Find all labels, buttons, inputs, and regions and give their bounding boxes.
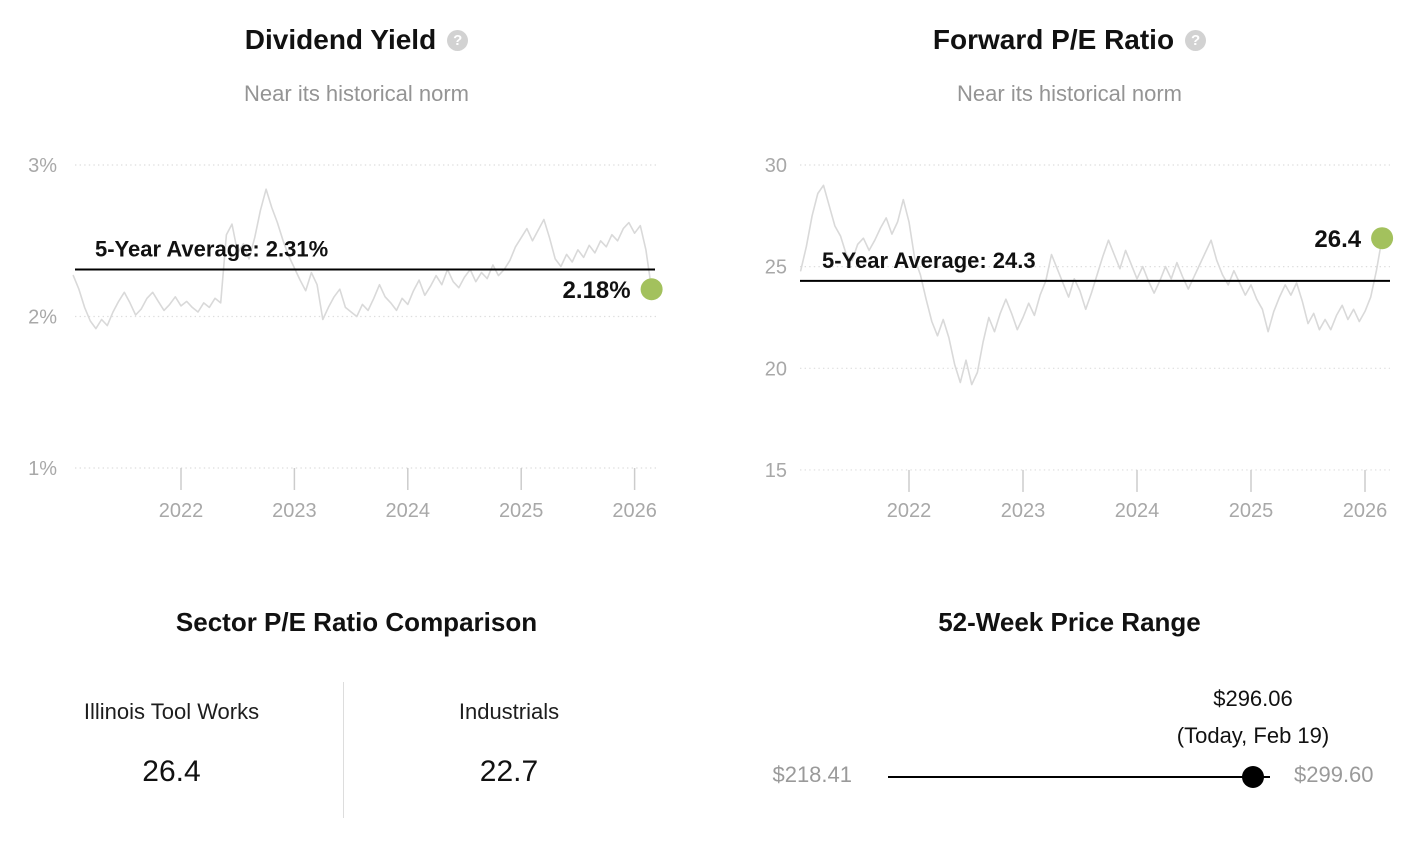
sector-divider <box>343 682 344 818</box>
price-range-panel: 52-Week Price Range $296.06 (Today, Feb … <box>713 560 1426 848</box>
x-tick-label: 2022 <box>159 500 204 522</box>
x-tick-label: 2025 <box>499 500 544 522</box>
help-icon[interactable]: ? <box>1185 29 1207 51</box>
current-value-label: 26.4 <box>1314 226 1361 253</box>
range-today-label: $296.06 (Today, Feb 19) <box>1177 680 1329 754</box>
x-tick-label: 2023 <box>1001 500 1046 522</box>
current-dot <box>1371 227 1394 250</box>
series-line <box>799 184 1383 386</box>
chart-panel-dividend-yield: Dividend Yield ? Near its historical nor… <box>0 0 713 560</box>
average-label: 5-Year Average: 2.31% <box>95 237 328 262</box>
x-tick-label: 2026 <box>1343 500 1388 522</box>
sector-value: 26.4 <box>142 755 201 788</box>
x-tick-label: 2024 <box>386 500 431 522</box>
range-track <box>888 766 1270 788</box>
chart-header: Forward P/E Ratio ? <box>713 24 1426 56</box>
x-tick-label: 2022 <box>887 500 932 522</box>
forward-pe-plot: 30 25 20 15 2022 2023 2024 2025 2026 5-Year Avera… <box>713 0 1426 560</box>
chart-subtitle: Near its historical norm <box>244 81 469 106</box>
chart-subtitle: Near its historical norm <box>957 81 1182 106</box>
help-icon[interactable]: ? <box>447 29 469 51</box>
chart-svg: 30 25 20 15 2022 2023 2024 2025 2026 5-Year Avera… <box>765 155 1394 522</box>
chart-header: Dividend Yield ? <box>0 24 713 56</box>
y-tick-label: 20 <box>765 358 787 380</box>
range-title: 52-Week Price Range <box>938 607 1201 637</box>
range-low-label: $218.41 <box>772 762 852 787</box>
sector-value: 22.7 <box>479 755 539 788</box>
current-value-label: 2.18% <box>563 277 631 304</box>
chart-title: Forward P/E Ratio <box>932 24 1175 55</box>
average-label: 5-Year Average: 24.3 <box>822 248 1036 273</box>
range-high-label: $299.60 <box>1294 762 1374 787</box>
chart-svg: 3% 2% 1% 2022 2023 2024 2025 2026 5-Year Average… <box>28 155 663 522</box>
x-tick-label: 2023 <box>272 500 317 522</box>
chart-panel-forward-pe: Forward P/E Ratio ? Near its historical … <box>713 0 1426 560</box>
x-tick-label: 2026 <box>612 500 657 522</box>
dividend-yield-plot: 3% 2% 1% 2022 2023 2024 2025 2026 5-Year Average… <box>0 0 713 560</box>
y-tick-label: 2% <box>28 307 57 329</box>
x-tick-label: 2025 <box>1229 500 1274 522</box>
y-tick-label: 30 <box>765 155 787 177</box>
sector-label: Industrials <box>458 699 560 724</box>
y-tick-label: 15 <box>765 460 787 482</box>
y-tick-label: 25 <box>765 257 787 279</box>
chart-title: Dividend Yield <box>244 24 437 55</box>
sector-comparison-panel: Sector P/E Ratio Comparison Illinois Too… <box>0 560 713 848</box>
range-dot <box>1242 766 1265 788</box>
range-today-date: (Today, Feb 19) <box>1176 723 1330 748</box>
y-tick-label: 1% <box>28 458 57 480</box>
sector-label: Illinois Tool Works <box>83 699 260 724</box>
series-line <box>72 188 653 330</box>
range-today-value: $296.06 <box>1213 686 1293 711</box>
y-tick-label: 3% <box>28 155 57 177</box>
x-tick-label: 2024 <box>1115 500 1160 522</box>
current-dot <box>640 278 663 301</box>
sector-title: Sector P/E Ratio Comparison <box>175 607 538 637</box>
